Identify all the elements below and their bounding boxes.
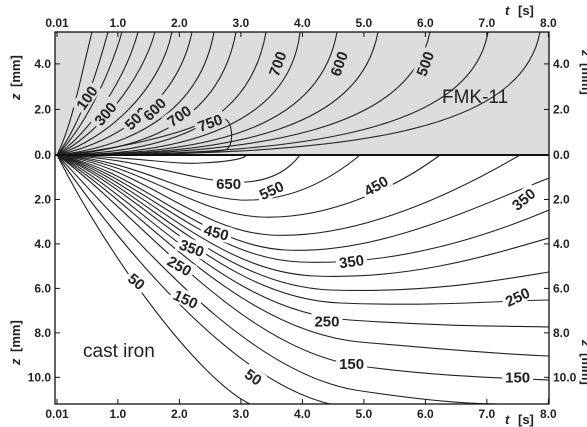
contour-line-bottom-12: [56, 154, 549, 381]
x-tick-label-top: 6.0: [417, 16, 434, 30]
contour-label-bottom-11: 250: [499, 282, 535, 311]
contour-line-bottom-11: [56, 154, 549, 357]
contour-label-bottom-6: 350: [334, 250, 368, 272]
x-tick-label-top: 4.0: [294, 16, 311, 30]
contour-line-bottom-6: [56, 154, 549, 263]
x-tick-label-bottom: 7.0: [479, 407, 496, 421]
x-tick-label-bottom: 0.01: [45, 407, 69, 421]
contour-line-top-16: [56, 117, 233, 156]
contour-label-bottom-4: 450: [199, 220, 234, 245]
y-tick-label-right: 2.0: [553, 102, 570, 116]
x-tick-label-top: 5.0: [356, 16, 373, 30]
contour-label-text: 50: [241, 366, 264, 389]
region-label-cast-iron: cast iron: [83, 341, 155, 362]
contour-line-bottom-3: [56, 154, 441, 218]
contour-line-top-10: [56, 32, 301, 156]
y-tick-label-right: 2.0: [553, 192, 570, 206]
contour-line-bottom-15: [56, 154, 251, 404]
contour-label-bottom-10: 250: [311, 312, 343, 331]
x-axis-unit-bottom: [s]: [518, 412, 534, 427]
x-tick-label-bottom: 1.0: [110, 407, 127, 421]
x-tick-label-bottom: 5.0: [356, 407, 373, 421]
x-tick-label-top: 8.0: [540, 16, 557, 30]
contour-label-bottom-13: 150: [502, 368, 534, 386]
x-tick-label-top: 3.0: [233, 16, 250, 30]
y-axis-unit-top-right: [mm]: [579, 63, 587, 95]
contour-label-text: 150: [505, 369, 530, 386]
contour-label-text: 450: [202, 222, 231, 245]
y-tick-label-left: 0.0: [34, 148, 51, 162]
x-tick-label-bottom: 4.0: [294, 407, 311, 421]
contour-label-top-8: 500: [411, 46, 438, 81]
y-tick-label-right: 4.0: [553, 237, 570, 251]
contour-line-bottom-5: [56, 154, 549, 251]
contour-line-bottom-10: [56, 154, 549, 328]
x-tick-label-bottom: 6.0: [417, 407, 434, 421]
x-tick-label-top: 0.01: [45, 16, 69, 30]
contour-line-top-7: [56, 32, 215, 156]
x-tick-label-top: 7.0: [479, 16, 496, 30]
contour-label-bottom-9: 50: [123, 267, 151, 295]
y-tick-label-left: 4.0: [34, 57, 51, 71]
contour-label-bottom-0: 650: [213, 174, 245, 193]
x-tick-label-top: 2.0: [171, 16, 188, 30]
contour-label-bottom-12: 150: [336, 354, 368, 373]
contour-line-top-2: [56, 32, 123, 156]
contour-label-text: 650: [216, 176, 241, 193]
contour-line-bottom-8: [56, 154, 549, 291]
y-axis-var-top-right: z: [579, 49, 587, 57]
y-tick-label-left: 4.0: [34, 237, 51, 251]
y-axis-unit-top-left: [mm]: [8, 55, 23, 87]
y-tick-label-right: 10.0: [553, 370, 577, 384]
contour-line-bottom-4: [56, 154, 521, 236]
contour-line-bottom-7: [56, 154, 549, 277]
y-tick-label-right: 4.0: [553, 57, 570, 71]
y-axis-var-bottom-left: z: [8, 358, 23, 366]
x-tick-label-bottom: 2.0: [171, 407, 188, 421]
y-tick-label-right: 0.0: [553, 148, 570, 162]
x-tick-label-bottom: 3.0: [233, 407, 250, 421]
contour-label-text: 150: [339, 356, 364, 373]
contour-label-bottom-14: 50: [240, 363, 268, 389]
x-axis-unit-top: [s]: [518, 3, 534, 18]
y-tick-label-left: 8.0: [34, 326, 51, 340]
contour-line-bottom-2: [56, 154, 361, 201]
y-axis-unit-bottom-left: [mm]: [8, 320, 23, 352]
fmk11-layer-fill: [55, 32, 549, 155]
contour-line-bottom-9: [56, 154, 549, 305]
y-tick-label-right: 6.0: [553, 281, 570, 295]
y-axis-var-top-left: z: [8, 93, 23, 101]
x-tick-label-top: 1.0: [110, 16, 127, 30]
contour-line-bottom-13: [56, 154, 501, 404]
contour-label-text: 250: [314, 314, 339, 331]
contour-line-top-5: [56, 32, 173, 156]
y-axis-var-bottom-right: z: [579, 339, 587, 347]
contour-line-bottom-0: [56, 154, 247, 164]
x-tick-label-bottom: 8.0: [540, 407, 557, 421]
y-tick-label-left: 2.0: [34, 192, 51, 206]
y-tick-label-right: 8.0: [553, 326, 570, 340]
x-axis-var-top: t: [505, 3, 510, 18]
region-label-fmk11: FMK-11: [442, 87, 508, 108]
contour-label-text: 350: [338, 252, 365, 272]
y-tick-label-left: 6.0: [34, 281, 51, 295]
y-tick-label-left: 2.0: [34, 102, 51, 116]
x-axis-var-bottom: t: [505, 412, 510, 427]
y-axis-unit-bottom-right: [mm]: [579, 353, 587, 385]
y-tick-label-left: 10.0: [28, 370, 52, 384]
